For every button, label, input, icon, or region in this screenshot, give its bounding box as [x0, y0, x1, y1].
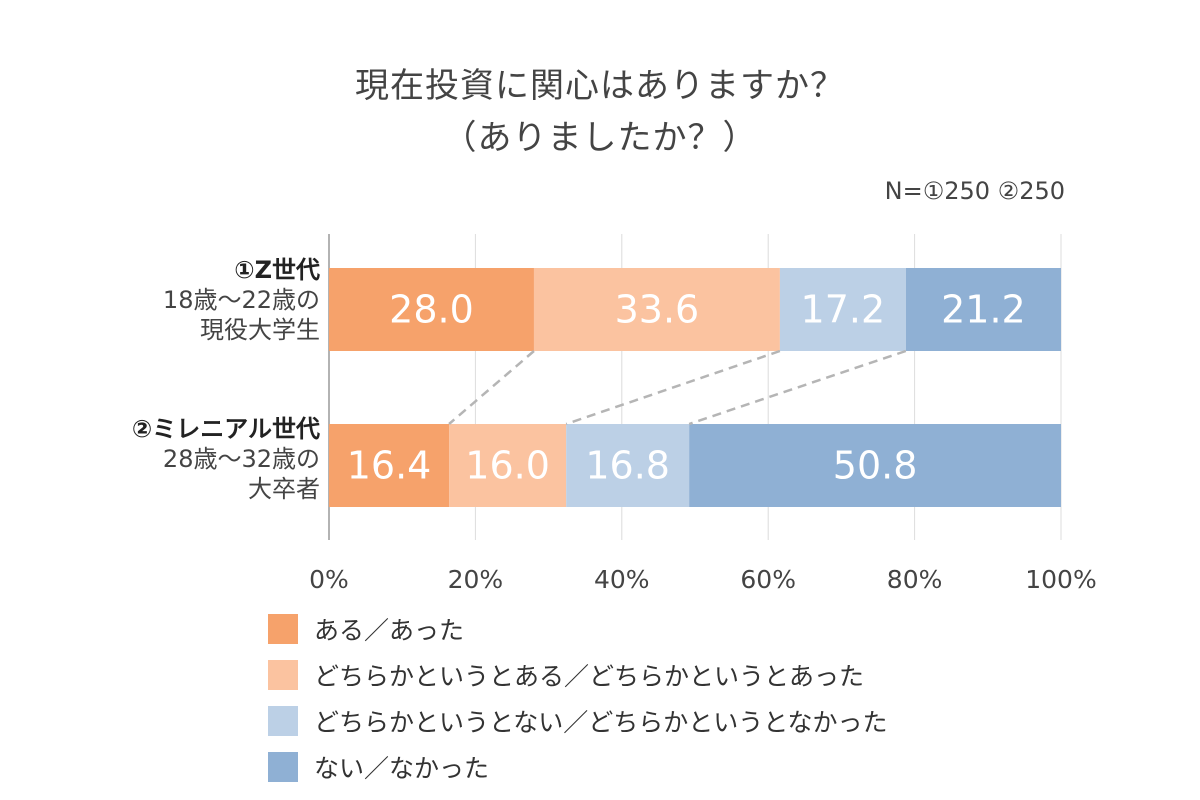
- bar-segment: [779, 268, 906, 351]
- data-label: 16.4: [347, 444, 432, 488]
- x-tick-label: 0%: [309, 565, 349, 594]
- data-label: 17.2: [801, 288, 886, 332]
- data-label: 50.8: [833, 444, 918, 488]
- row-label-millennial: ②ミレニアル世代 28歳〜32歳の 大卒者: [132, 414, 320, 504]
- bar-segment: [905, 268, 1061, 351]
- bar-segment: [329, 268, 534, 351]
- legend-label: ある／あった: [314, 616, 465, 645]
- legend-swatch: [268, 752, 298, 782]
- chart-subtitle: （ありましたか？）: [442, 118, 758, 158]
- legend-swatch: [268, 660, 298, 690]
- row-label-status: 現役大学生: [200, 316, 320, 344]
- data-label: 28.0: [389, 288, 474, 332]
- row-label-status: 大卒者: [248, 475, 320, 503]
- bar-segment: [533, 268, 780, 351]
- connector-line: [448, 350, 535, 425]
- data-label: 16.8: [585, 444, 670, 488]
- data-label: 33.6: [615, 288, 700, 332]
- legend-label: どちらかというとある／どちらかというとあった: [314, 662, 865, 691]
- chart-legend: ある／あったどちらかというとある／どちらかというとあった どちらかというとない／ど…: [268, 606, 888, 790]
- data-label: 21.2: [941, 288, 1026, 332]
- x-tick-label: 20%: [448, 565, 504, 594]
- bar-segment: [689, 424, 1061, 507]
- legend-label: ない／なかった: [314, 754, 490, 783]
- x-tick-label: 100%: [1025, 565, 1096, 594]
- row-label-gen-z: ①Z世代 18歳〜22歳の 現役大学生: [163, 255, 320, 345]
- data-label: 16.0: [465, 444, 550, 488]
- sample-size-note: N=①250 ②250: [884, 177, 1065, 205]
- chart-title: 現在投資に関心はありますか？: [355, 66, 845, 106]
- row-label-age: 28歳〜32歳の: [162, 445, 320, 473]
- legend-swatch: [268, 706, 298, 736]
- bar-segment: [449, 424, 567, 507]
- x-tick-label: 40%: [594, 565, 650, 594]
- row-label-age: 18歳〜22歳の: [162, 286, 320, 314]
- legend-item: ない／なかった: [268, 744, 888, 790]
- connector-line: [565, 349, 781, 426]
- legend-swatch: [268, 614, 298, 644]
- legend-item: どちらかというとある／どちらかというとあった: [268, 652, 888, 698]
- legend-item: ある／あった: [268, 606, 888, 652]
- connector-line: [688, 349, 907, 426]
- legend-item: どちらかというとない／どちらかというとなかった: [268, 698, 888, 744]
- row-label-name: ①Z世代: [234, 256, 320, 284]
- legend-label: どちらかというとない／どちらかというとなかった: [314, 708, 888, 737]
- x-tick-label: 60%: [740, 565, 796, 594]
- x-tick-label: 80%: [887, 565, 943, 594]
- row-label-name: ②ミレニアル世代: [131, 415, 320, 443]
- bar-segment: [329, 424, 450, 507]
- bar-segment: [566, 424, 690, 507]
